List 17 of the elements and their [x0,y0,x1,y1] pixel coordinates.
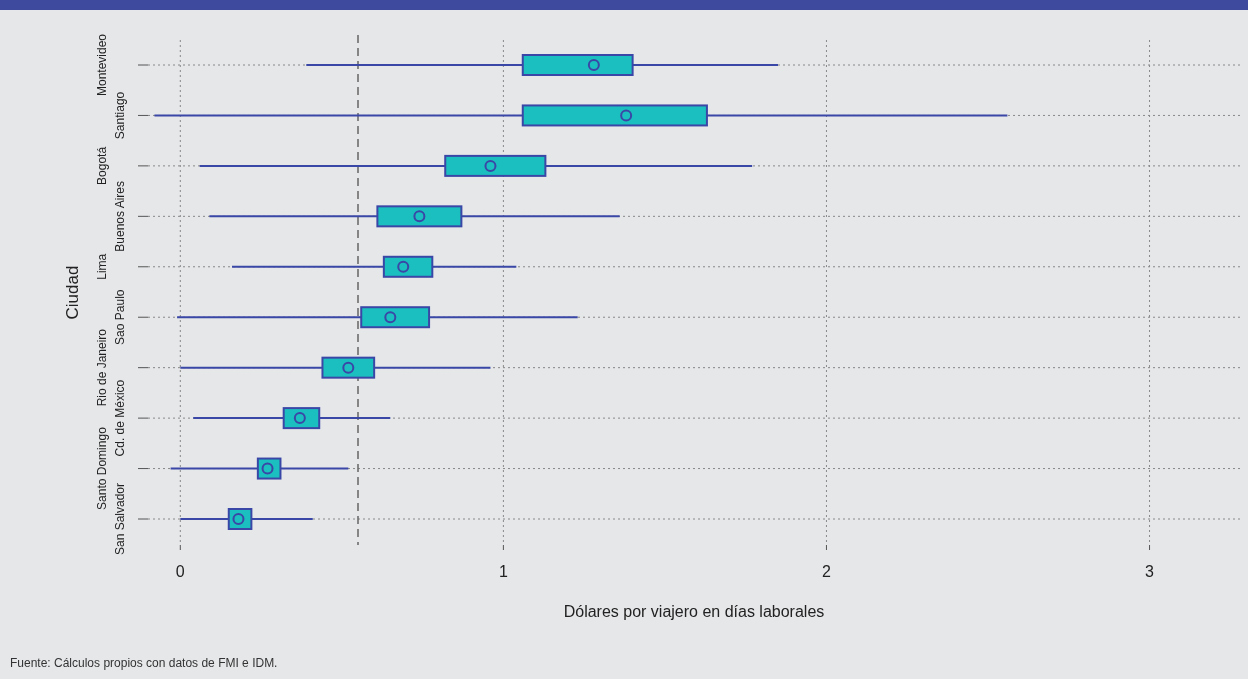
y-tick-label: Bogotá [95,146,109,185]
y-tick-label: Montevideo [95,33,109,97]
x-tick-label: 1 [498,563,508,580]
y-tick-label: Lima [95,253,109,280]
y-tick-label: Cd. de México [113,379,127,457]
y-tick-label: Sao Paulo [113,289,127,345]
y-axis-title: Ciudad [63,265,82,320]
y-tick-label: Santo Domingo [95,426,109,510]
y-tick-label: Santiago [113,91,127,140]
x-axis-title: Dólares por viajero en días laborales [563,603,825,620]
y-tick-label: Buenos Aires [113,180,127,252]
x-tick-label: 2 [822,563,832,580]
y-tick-label: Rio de Janeiro [95,328,109,407]
y-tick-label: San Salvador [113,482,127,556]
x-tick-label: 0 [175,563,185,580]
source-note: Fuente: Cálculos propios con datos de FMI e IDM. [10,656,278,670]
x-tick-label: 3 [1145,563,1155,580]
